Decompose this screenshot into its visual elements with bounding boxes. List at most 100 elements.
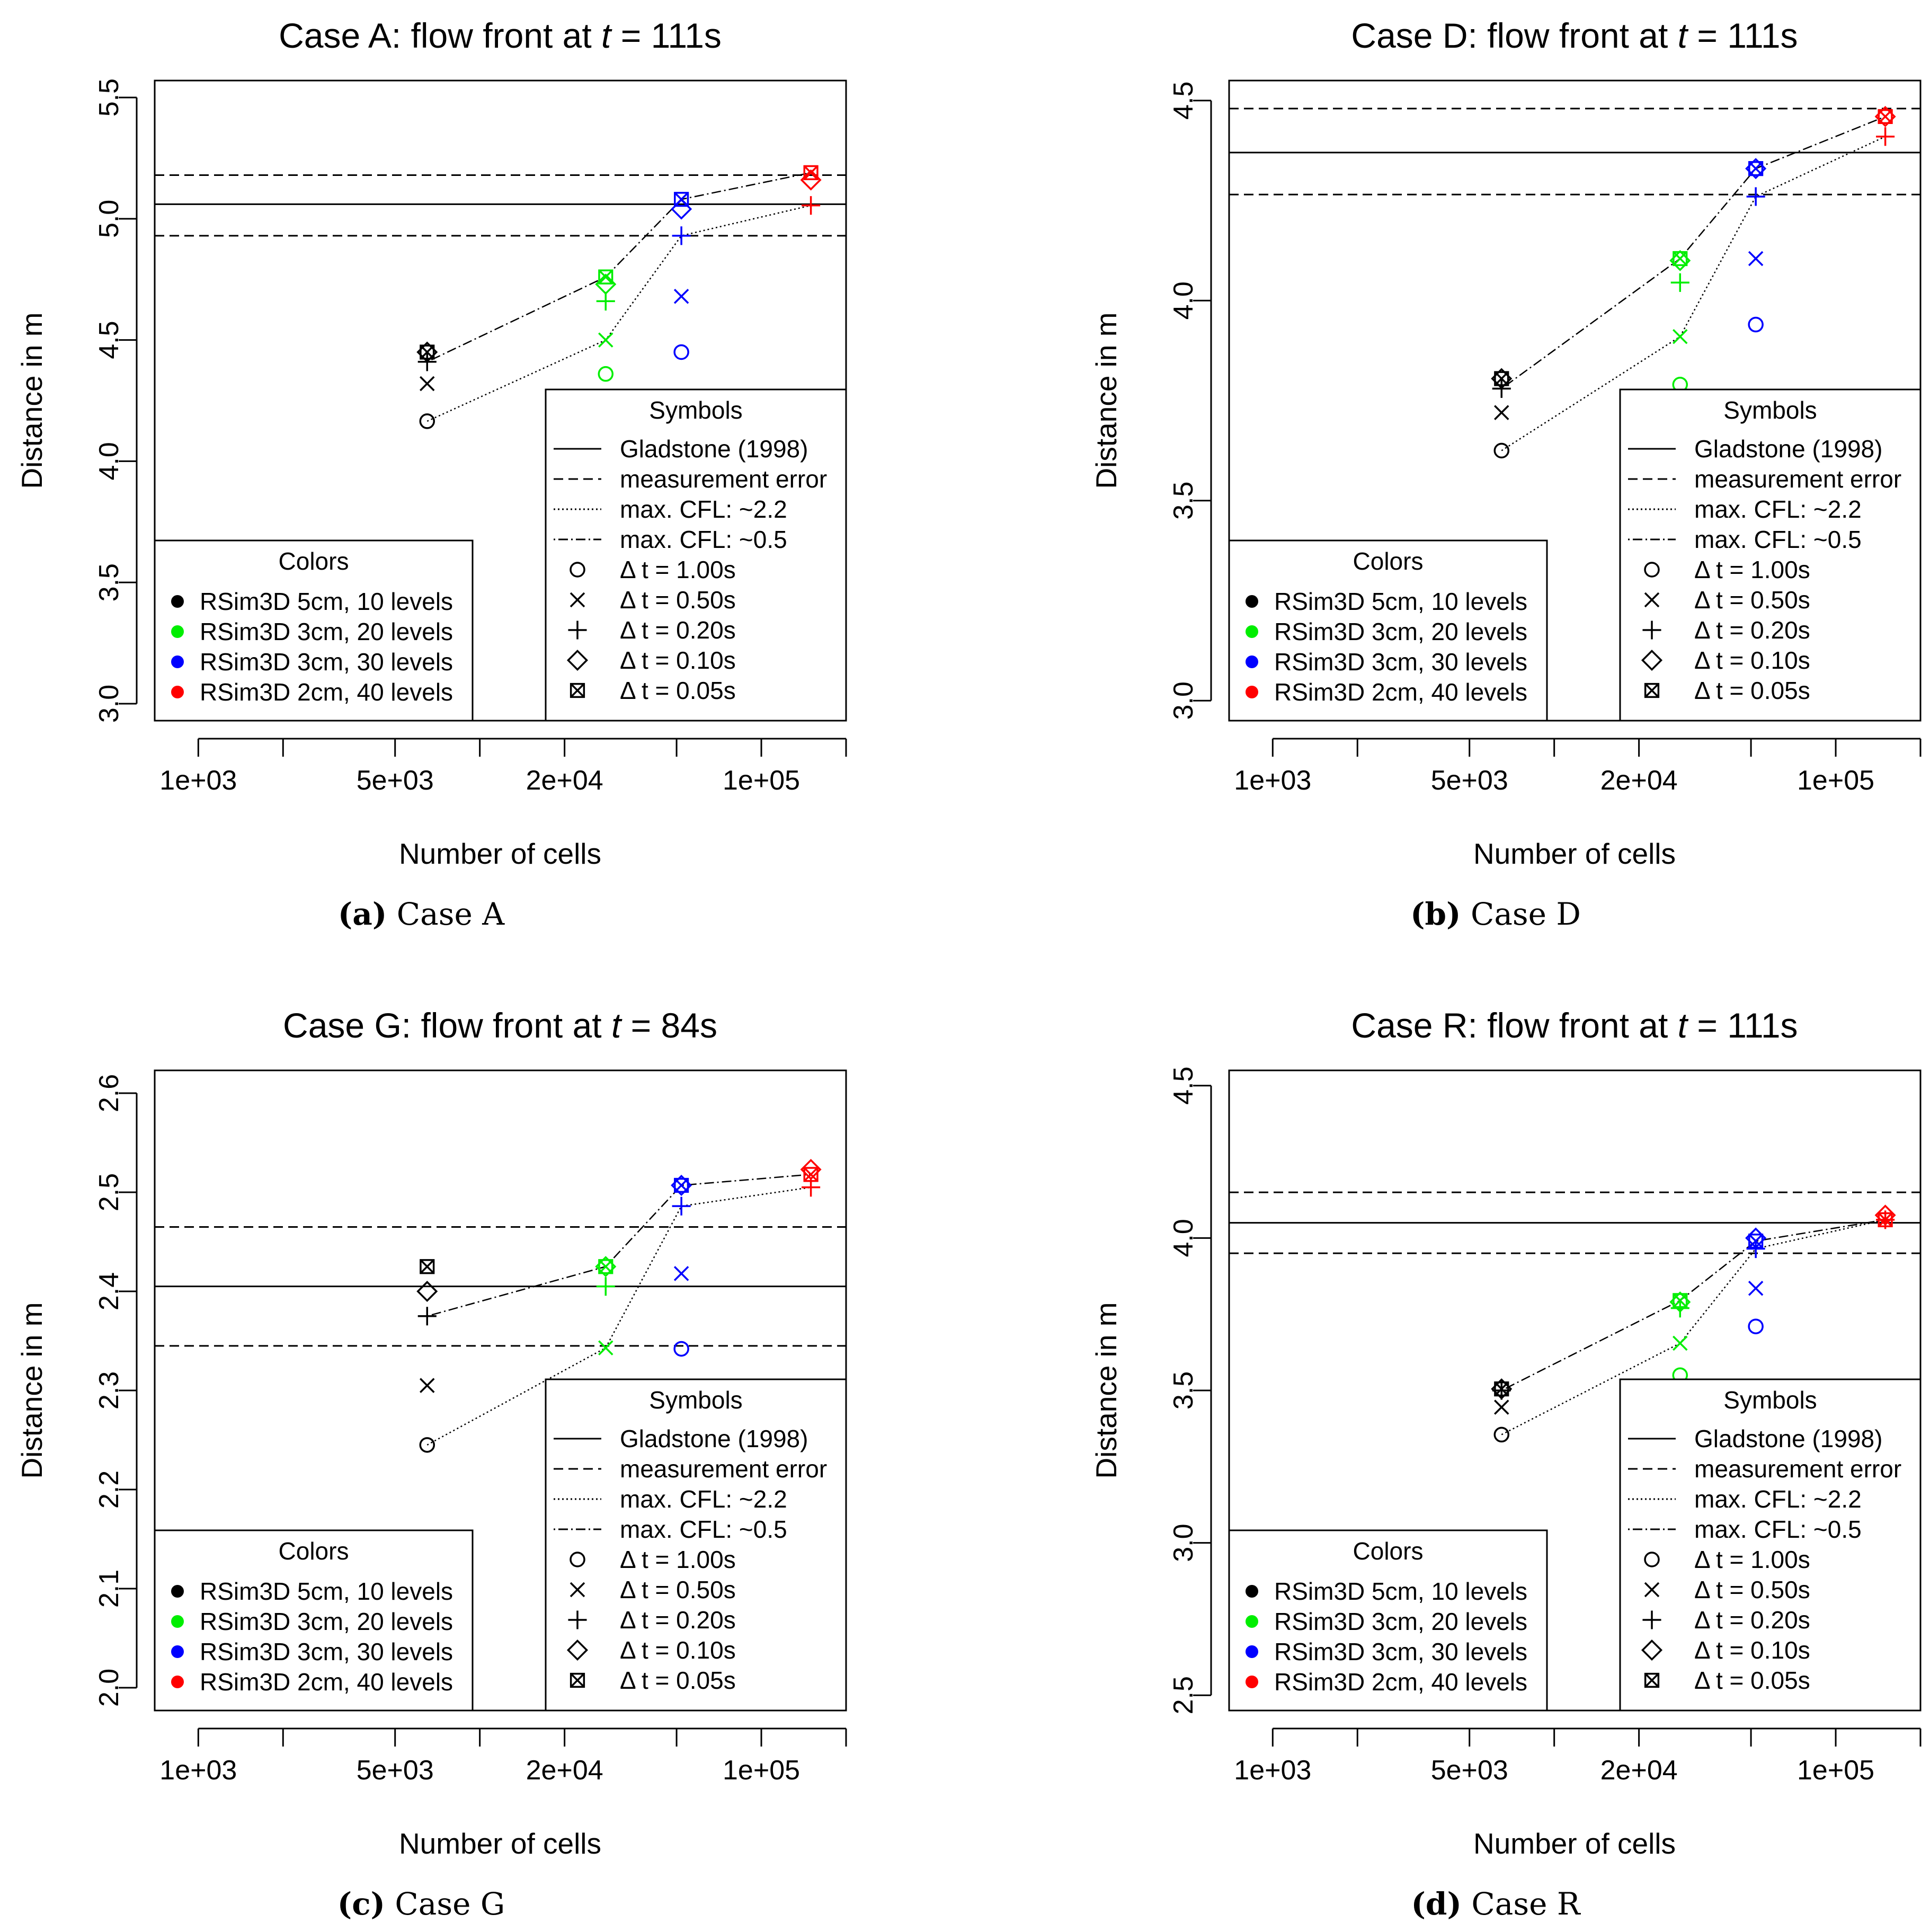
y-tick-label: 5.5 xyxy=(94,78,124,117)
cfl-2-2-line xyxy=(426,205,811,422)
panel-caption: (d) Case R xyxy=(1411,1886,1581,1922)
legend-symbols-box xyxy=(1619,1378,1922,1712)
legend-symbols-item-label: measurement error xyxy=(620,465,827,493)
legend-marker-cross xyxy=(570,1582,585,1598)
legend-symbols-title: Symbols xyxy=(649,1386,742,1414)
legend-symbols-item-label: Δ t = 1.00s xyxy=(620,556,736,583)
y-axis-title: Distance in m xyxy=(1090,1302,1123,1478)
legend-symbols-title: Symbols xyxy=(649,396,742,424)
data-point-plus xyxy=(672,226,691,245)
x-axis-title: Number of cells xyxy=(399,1827,601,1860)
chart-title-prefix: Case G: flow front at xyxy=(283,1006,611,1045)
y-tick-label: 3.0 xyxy=(1168,1523,1199,1562)
data-point-plus xyxy=(802,196,821,215)
cfl-0-5-line xyxy=(1501,1219,1885,1392)
panel-caption-letter: (c) xyxy=(337,1886,385,1922)
legend-marker-diamond xyxy=(1641,1639,1663,1661)
legend-marker-circle xyxy=(1644,1552,1660,1567)
legend-symbols-item-label: Δ t = 0.05s xyxy=(1694,677,1810,704)
legend-colors-title: Colors xyxy=(279,547,349,575)
legend-colors-box xyxy=(1228,539,1548,722)
legend-marker-boxx xyxy=(1644,683,1660,698)
x-axis-title: Number of cells xyxy=(1473,1827,1676,1860)
data-point-cross xyxy=(420,1378,435,1393)
legend-symbols-item-label: measurement error xyxy=(1694,1455,1901,1483)
data-point-cross xyxy=(1673,1335,1688,1351)
legend-marker-diamond xyxy=(1641,649,1663,671)
legend-color-dot xyxy=(171,1615,184,1628)
legend-symbols-item-label: Δ t = 1.00s xyxy=(1694,1546,1810,1573)
data-point-plus xyxy=(596,1277,615,1296)
x-tick-label: 2e+04 xyxy=(526,1755,603,1786)
legend-marker-circle xyxy=(1644,562,1660,578)
legend-symbols-item-label: Gladstone (1998) xyxy=(1694,1425,1882,1452)
data-point-circle xyxy=(1748,1318,1764,1334)
data-point-circle xyxy=(419,413,435,429)
legend-colors-item-label: RSim3D 3cm, 20 levels xyxy=(1274,1608,1527,1635)
legend-symbols-item-label: Δ t = 0.20s xyxy=(620,1606,736,1634)
panel-caption-text: Case A xyxy=(397,896,505,932)
legend-marker-boxx xyxy=(570,683,585,698)
legend-color-dot xyxy=(1246,625,1258,638)
legend-symbols-item-label: Δ t = 0.20s xyxy=(1694,1606,1810,1634)
y-tick-label: 2.5 xyxy=(94,1173,124,1211)
y-tick-label: 2.1 xyxy=(94,1570,124,1608)
cfl-2-2-line xyxy=(1501,136,1886,451)
legend-marker-cross xyxy=(570,592,585,608)
legend-marker-plus xyxy=(1642,621,1661,640)
data-point-boxx xyxy=(1748,1234,1764,1249)
data-point-plus xyxy=(417,1307,437,1326)
legend-symbols-box xyxy=(545,1378,847,1712)
chart-title: Case R: flow front at t = 111s xyxy=(1351,1006,1798,1045)
data-point-boxx xyxy=(1673,1293,1688,1308)
legend-marker-cross xyxy=(1644,1582,1660,1598)
legend-colors-item-label: RSim3D 5cm, 10 levels xyxy=(1274,588,1527,615)
legend-symbols-item-label: max. CFL: ~2.2 xyxy=(1694,495,1862,523)
legend-symbols-item-label: Δ t = 1.00s xyxy=(1694,556,1810,583)
x-tick-label: 5e+03 xyxy=(1431,1755,1508,1786)
data-point-cross xyxy=(673,1266,689,1281)
y-axis-title: Distance in m xyxy=(1090,312,1123,489)
legend-symbols-item-label: max. CFL: ~2.2 xyxy=(1694,1485,1862,1513)
data-point-boxx xyxy=(674,1177,689,1193)
legend-symbols-item-label: Δ t = 0.20s xyxy=(1694,616,1810,644)
legend-marker-diamond xyxy=(566,1639,589,1661)
legend-symbols-item-label: Δ t = 0.50s xyxy=(620,586,736,614)
legend-colors-box xyxy=(1228,1529,1548,1712)
legend-marker-boxx xyxy=(570,1672,585,1688)
chart-title: Case G: flow front at t = 84s xyxy=(283,1006,717,1045)
legend-colors: Colors RSim3D 5cm, 10 levels RSim3D 3cm, 2… xyxy=(1228,1529,1548,1712)
data-point-circle xyxy=(598,366,614,382)
panel-caption-gap xyxy=(385,1886,395,1922)
legend-marker-plus xyxy=(568,1610,587,1629)
legend-colors-item-label: RSim3D 2cm, 40 levels xyxy=(200,1668,453,1696)
y-tick-label: 3.0 xyxy=(94,685,124,723)
legend-color-dot xyxy=(1246,1645,1258,1658)
data-point-boxx xyxy=(1748,161,1764,176)
legend-symbols-item-label: max. CFL: ~0.5 xyxy=(1694,526,1862,553)
data-point-cross xyxy=(598,332,613,348)
data-point-circle xyxy=(1493,1426,1510,1443)
data-point-plus xyxy=(596,291,615,311)
x-tick-label: 5e+03 xyxy=(357,765,434,796)
data-point-boxx xyxy=(803,165,819,180)
panel-caption-letter: (d) xyxy=(1411,1886,1461,1922)
data-point-circle xyxy=(419,1437,435,1453)
y-tick-label: 5.0 xyxy=(94,200,124,238)
x-tick-label: 1e+05 xyxy=(1797,1755,1874,1786)
data-point-plus xyxy=(1670,1299,1689,1318)
data-point-plus xyxy=(1746,187,1765,206)
x-tick-label: 1e+03 xyxy=(1234,765,1311,796)
plot-area xyxy=(155,165,846,429)
legend-color-dot xyxy=(1246,686,1258,698)
chart-title-prefix: Case R: flow front at xyxy=(1351,1006,1677,1045)
chart-title: Case D: flow front at t = 111s xyxy=(1351,16,1798,55)
x-tick-label: 2e+04 xyxy=(1600,765,1678,796)
chart-title-variable: t xyxy=(1678,1006,1689,1045)
chart-panel-b: Case D: flow front at t = 111s 3.0 3.5 4.0 4… xyxy=(1090,16,1922,932)
legend-symbols-item-label: max. CFL: ~0.5 xyxy=(620,1516,787,1543)
panel-caption-letter: (a) xyxy=(338,896,387,932)
